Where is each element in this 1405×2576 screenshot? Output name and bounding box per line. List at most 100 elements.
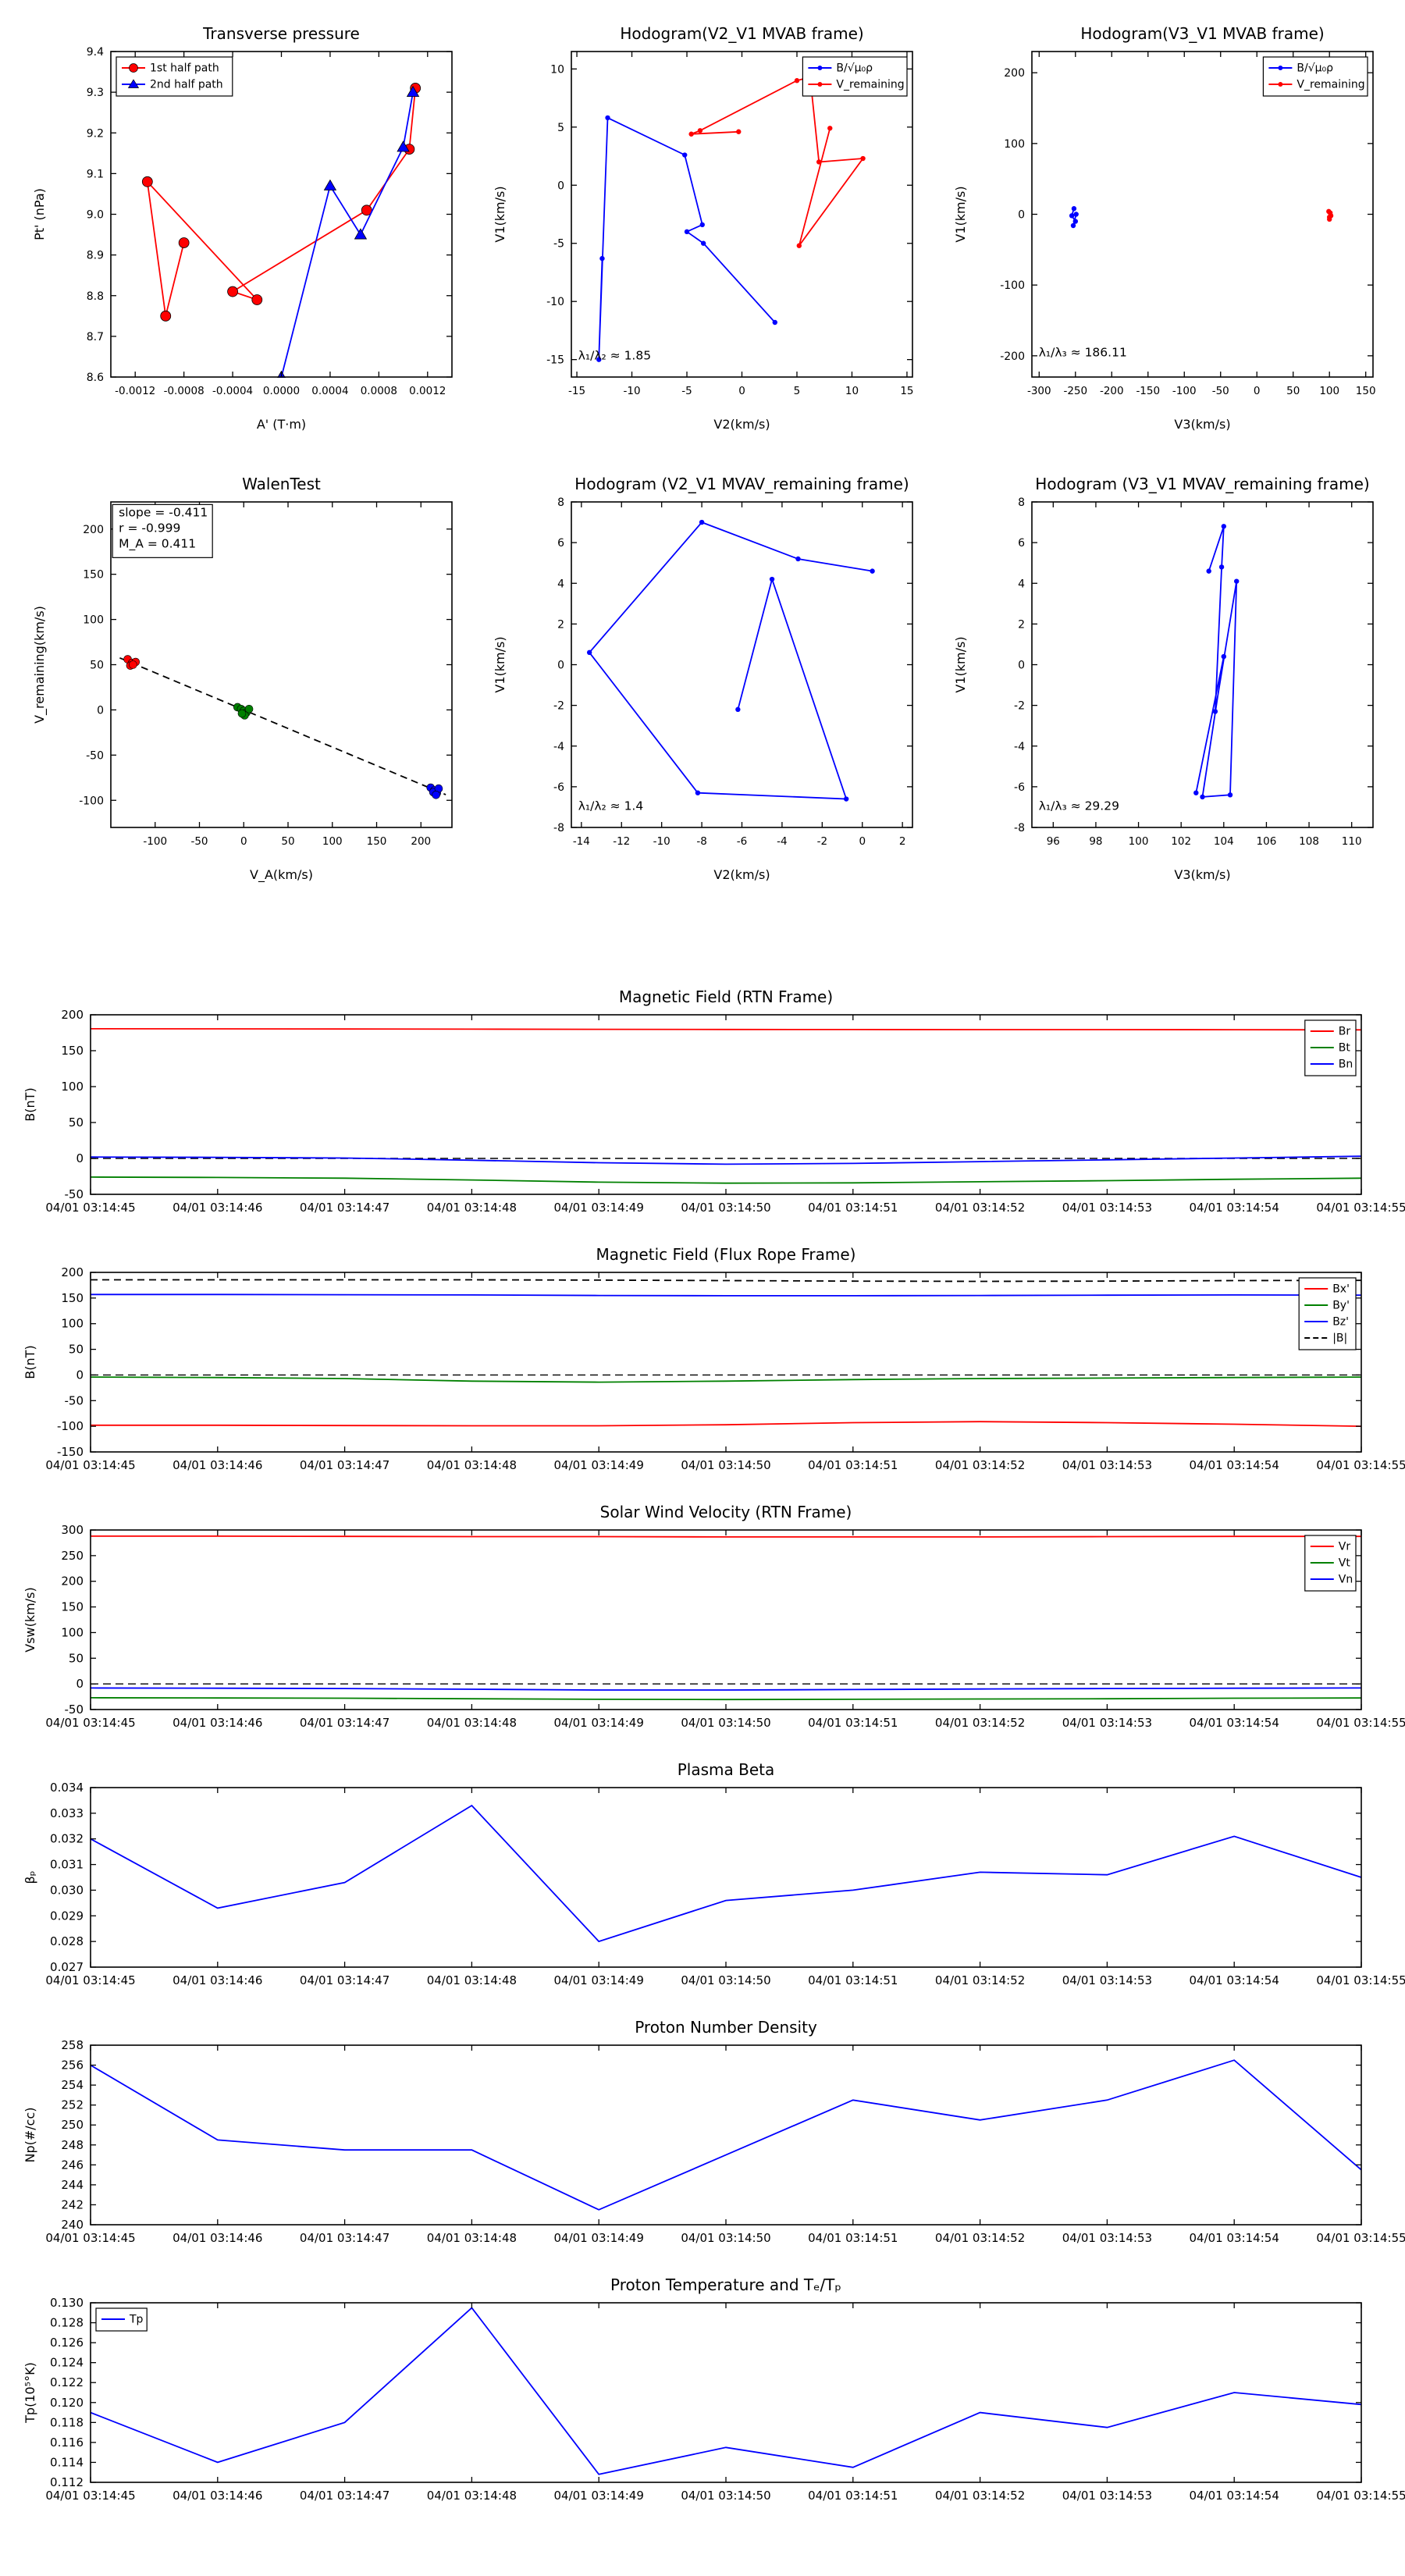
svg-text:1st half path: 1st half path (150, 62, 219, 75)
svg-text:04/01 03:14:49: 04/01 03:14:49 (554, 2231, 644, 2245)
svg-text:04/01 03:14:52: 04/01 03:14:52 (935, 1716, 1025, 1730)
svg-text:0: 0 (240, 835, 247, 848)
svg-text:04/01 03:14:47: 04/01 03:14:47 (300, 2489, 389, 2503)
x-axis-label: V_A(km/s) (250, 867, 313, 883)
svg-text:04/01 03:14:45: 04/01 03:14:45 (45, 1201, 135, 1215)
svg-text:150: 150 (1356, 385, 1376, 397)
svg-text:100: 100 (83, 614, 104, 627)
svg-text:04/01 03:14:48: 04/01 03:14:48 (427, 1973, 517, 1987)
svg-text:04/01 03:14:54: 04/01 03:14:54 (1190, 1458, 1279, 1472)
y-axis-label: Vsw(km/s) (23, 1587, 37, 1652)
svg-text:200: 200 (83, 524, 104, 536)
svg-text:-4: -4 (553, 741, 564, 753)
svg-text:250: 250 (61, 1549, 84, 1563)
svg-text:04/01 03:14:50: 04/01 03:14:50 (681, 1716, 770, 1730)
legend: B/√μ₀ρ V_remaining (1262, 56, 1368, 97)
svg-text:V_remaining: V_remaining (836, 79, 904, 91)
svg-text:-6: -6 (1014, 781, 1025, 794)
svg-text:Tp: Tp (129, 2314, 144, 2326)
svg-text:150: 150 (61, 1291, 84, 1305)
svg-text:0.030: 0.030 (50, 1883, 84, 1897)
y-tick-labels: 8.6 8.7 8.8 8.9 9.0 9.1 9.2 9.3 9.4 (87, 46, 104, 384)
svg-text:0.034: 0.034 (50, 1781, 84, 1795)
svg-text:-6: -6 (553, 781, 564, 794)
y-axis-label: V1(km/s) (953, 636, 968, 692)
svg-text:9.4: 9.4 (87, 46, 104, 59)
svg-text:-4: -4 (777, 835, 787, 848)
svg-text:-0.0012: -0.0012 (115, 385, 155, 397)
svg-text:-300: -300 (1027, 385, 1051, 397)
series-line-Vr (91, 1535, 1361, 1538)
svg-text:B/√μ₀ρ: B/√μ₀ρ (836, 62, 873, 75)
svg-text:Vt: Vt (1339, 1557, 1351, 1570)
svg-text:0.0000: 0.0000 (263, 385, 300, 397)
svg-text:-200: -200 (1000, 350, 1025, 363)
chart-title: Hodogram(V2_V1 MVAB frame) (620, 24, 863, 43)
legend: Br Bt Bn (1304, 1019, 1357, 1076)
x-tick-labels: 04/01 03:14:45 04/01 03:14:46 04/01 03:14:… (45, 2489, 1405, 2503)
svg-text:-15: -15 (568, 385, 585, 397)
svg-text:04/01 03:14:51: 04/01 03:14:51 (808, 2489, 898, 2503)
plot-area (90, 1535, 1362, 1701)
svg-text:B/√μ₀ρ: B/√μ₀ρ (1297, 62, 1333, 75)
svg-text:04/01 03:14:45: 04/01 03:14:45 (45, 1973, 135, 1987)
svg-text:slope = -0.411: slope = -0.411 (119, 505, 208, 519)
annotation: λ₁/λ₃ ≈ 186.11 (1039, 345, 1127, 359)
svg-text:M_A = 0.411: M_A = 0.411 (119, 536, 196, 551)
svg-text:0.033: 0.033 (50, 1806, 84, 1820)
svg-text:6: 6 (1018, 537, 1025, 550)
svg-text:-50: -50 (65, 1187, 84, 1201)
svg-text:248: 248 (61, 2138, 84, 2152)
plot-area (1193, 524, 1240, 800)
svg-text:04/01 03:14:49: 04/01 03:14:49 (554, 1716, 644, 1730)
svg-text:150: 150 (83, 569, 104, 582)
axes-ticks (90, 1529, 1362, 1710)
series-line-By- (90, 1376, 1362, 1383)
svg-text:0: 0 (859, 835, 866, 848)
svg-text:9.1: 9.1 (87, 168, 104, 180)
chart-title: Solar Wind Velocity (RTN Frame) (600, 1503, 852, 1521)
svg-text:-6: -6 (737, 835, 747, 848)
svg-text:-8: -8 (696, 835, 706, 848)
svg-text:200: 200 (61, 1574, 84, 1589)
axes-ticks (1032, 52, 1373, 377)
svg-text:0.122: 0.122 (50, 2375, 84, 2389)
series-markers-cluster-3 (426, 783, 443, 799)
chart-title: Plasma Beta (678, 1760, 775, 1779)
y-axis-label: Tp(10⁵°K) (23, 2362, 37, 2424)
svg-text:04/01 03:14:47: 04/01 03:14:47 (300, 1716, 389, 1730)
svg-text:04/01 03:14:54: 04/01 03:14:54 (1190, 1201, 1279, 1215)
svg-text:04/01 03:14:49: 04/01 03:14:49 (554, 1201, 644, 1215)
svg-text:100: 100 (1319, 385, 1339, 397)
svg-text:04/01 03:14:49: 04/01 03:14:49 (554, 2489, 644, 2503)
axes-ticks (571, 501, 912, 828)
y-axis-label: V_remaining(km/s) (32, 606, 48, 724)
x-tick-labels: 04/01 03:14:45 04/01 03:14:46 04/01 03:14:… (45, 1716, 1405, 1730)
plot-area (90, 2059, 1362, 2211)
svg-text:V_remaining: V_remaining (1297, 79, 1364, 91)
plot-background (91, 1272, 1361, 1452)
svg-text:04/01 03:14:46: 04/01 03:14:46 (173, 2231, 262, 2245)
y-tick-labels: -50 0 50 100 150 200 (61, 1008, 84, 1201)
svg-text:|B|: |B| (1332, 1332, 1347, 1345)
legend: 1st half path 2nd half path (116, 56, 233, 97)
plot-area (586, 519, 875, 802)
series-line-V_remaining (588, 521, 873, 800)
svg-text:8: 8 (557, 496, 564, 509)
chart-magnetic-field-rtn: 04/01 03:14:45 04/01 03:14:46 04/01 03:14:… (23, 987, 1405, 1215)
axes-ticks (90, 1014, 1362, 1195)
chart-title: Magnetic Field (RTN Frame) (619, 987, 833, 1006)
svg-text:8.6: 8.6 (87, 372, 104, 384)
svg-text:04/01 03:14:53: 04/01 03:14:53 (1062, 1973, 1152, 1987)
x-axis-label: V2(km/s) (713, 867, 770, 882)
svg-text:04/01 03:14:48: 04/01 03:14:48 (427, 2231, 517, 2245)
series-line--B- (91, 1279, 1362, 1283)
svg-text:2: 2 (899, 835, 906, 848)
svg-text:244: 244 (61, 2178, 84, 2192)
svg-text:04/01 03:14:53: 04/01 03:14:53 (1062, 1201, 1152, 1215)
svg-text:04/01 03:14:53: 04/01 03:14:53 (1062, 2231, 1152, 2245)
svg-text:0: 0 (738, 385, 745, 397)
svg-text:0.114: 0.114 (50, 2455, 84, 2469)
svg-text:15: 15 (900, 385, 913, 397)
svg-text:0: 0 (1018, 209, 1025, 222)
